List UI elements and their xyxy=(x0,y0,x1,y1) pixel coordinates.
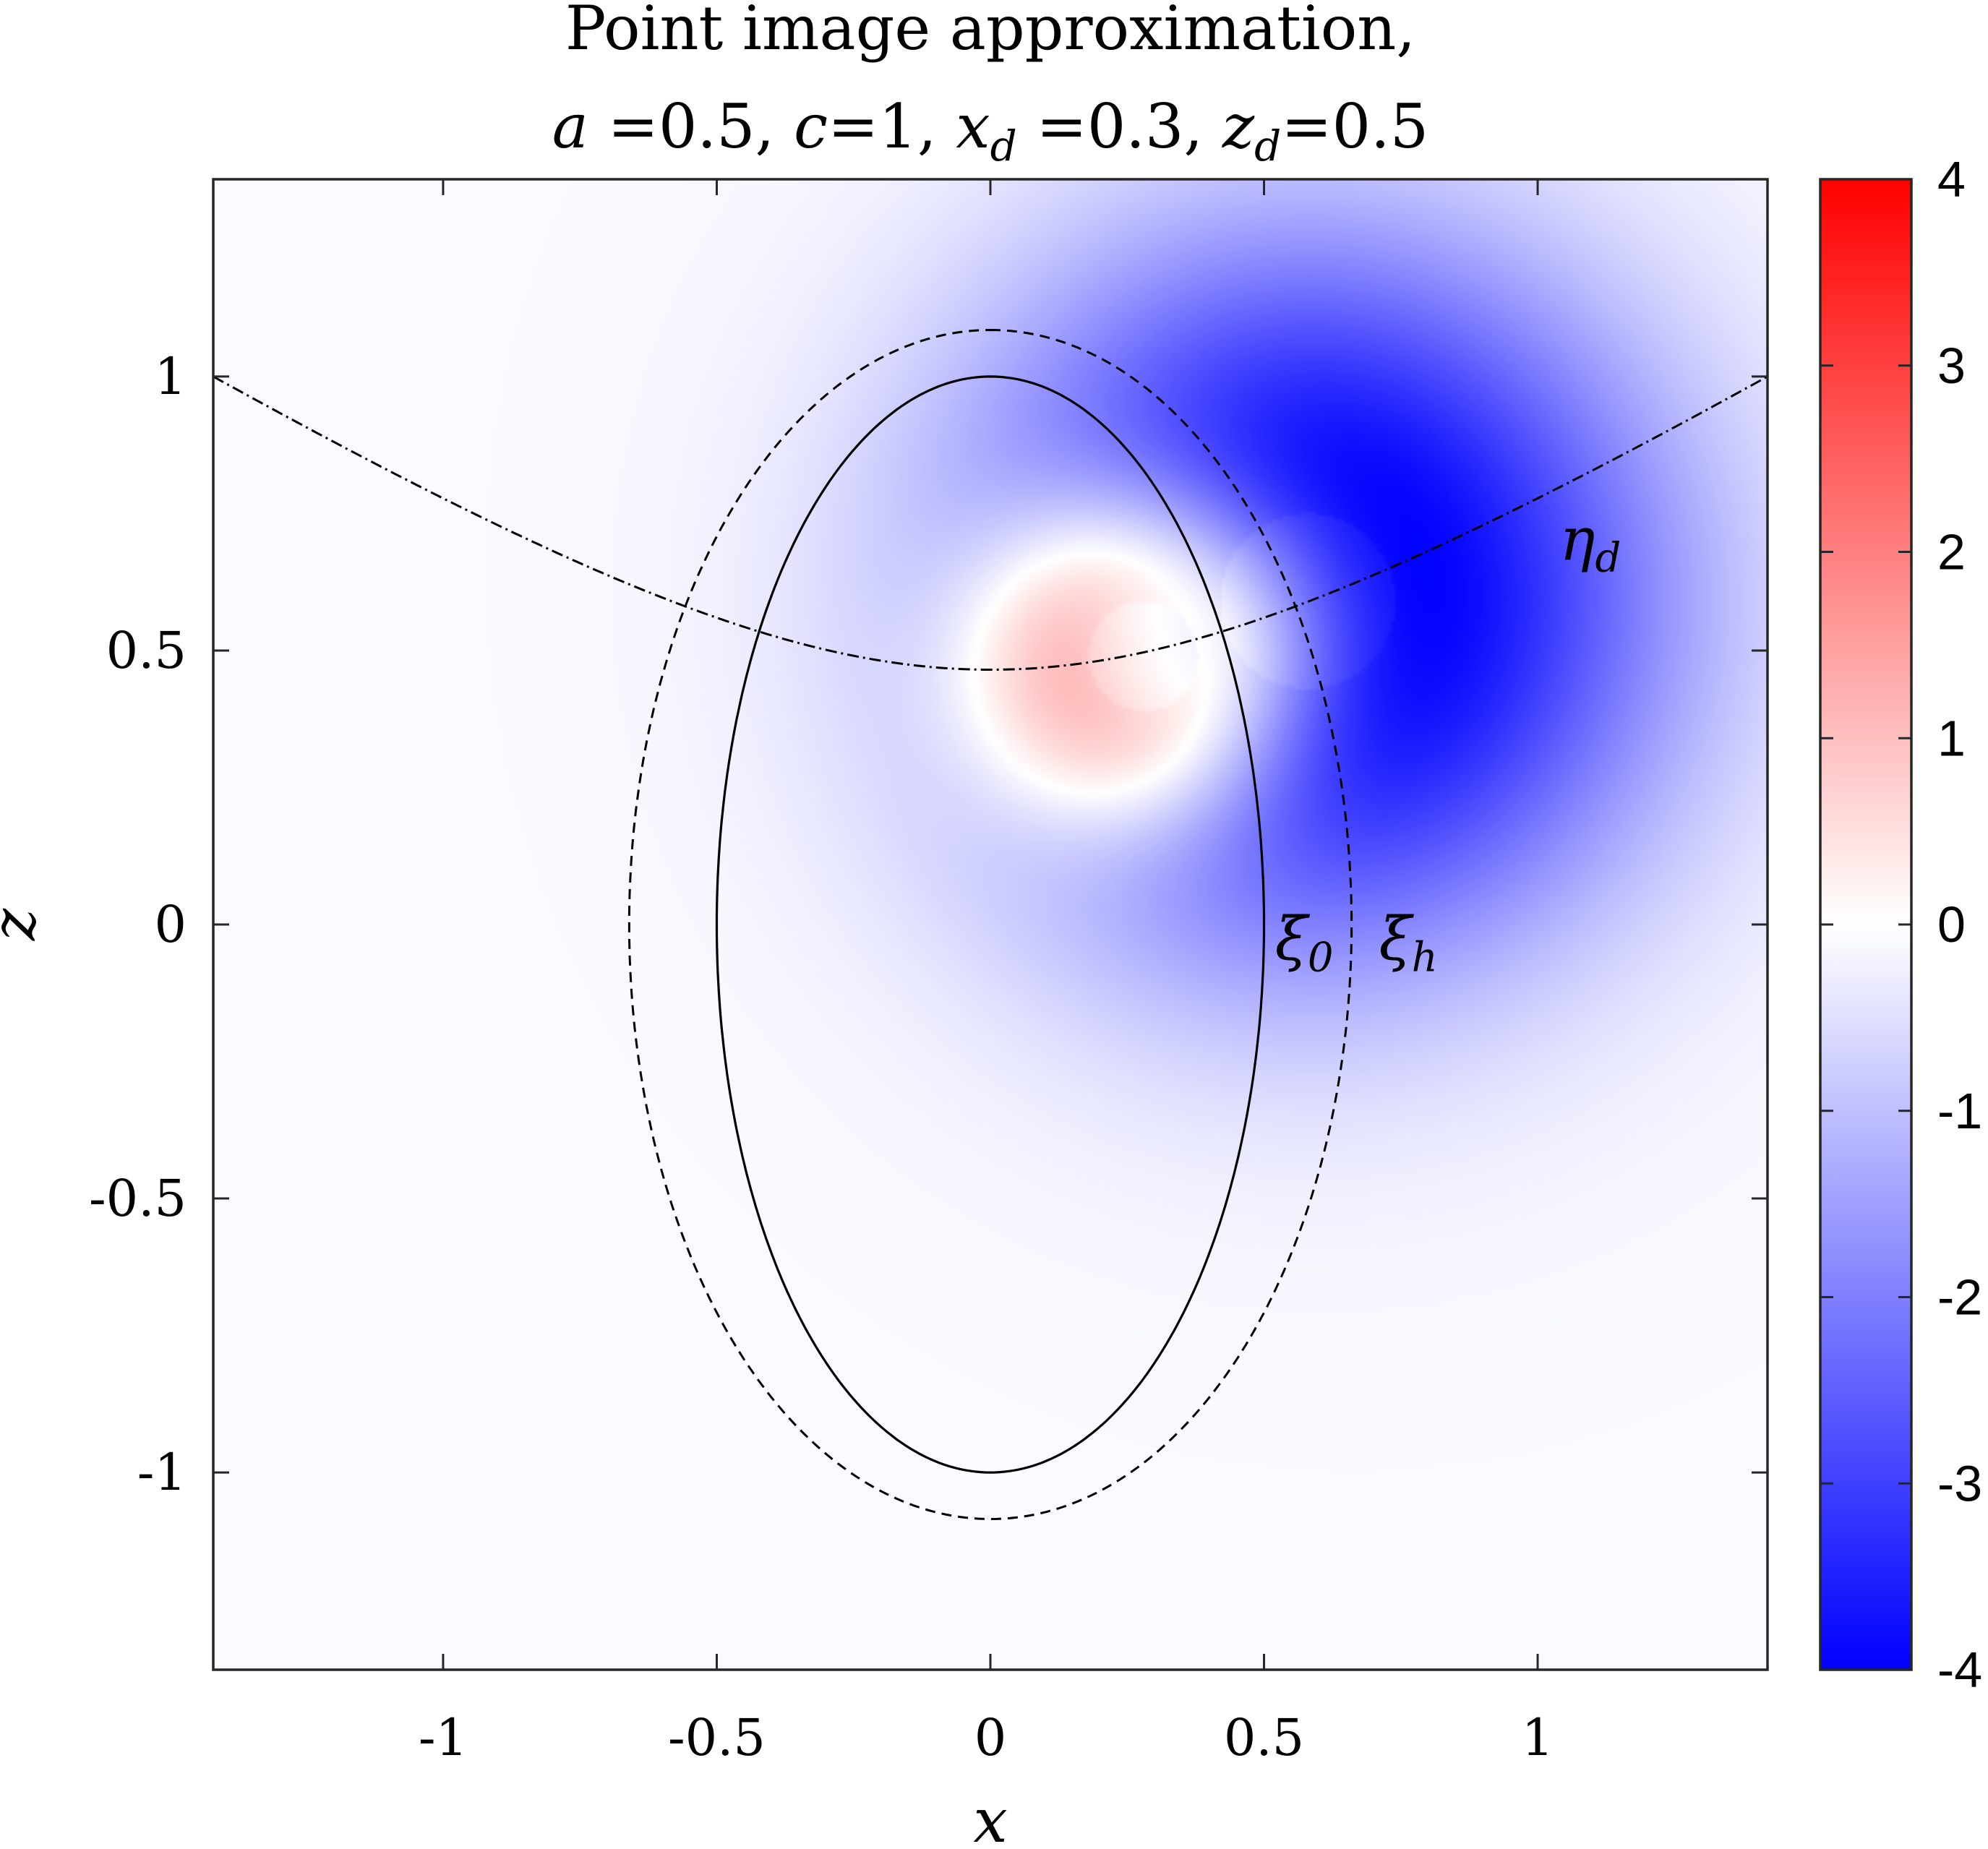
title-part: a xyxy=(552,91,588,162)
title-part: =0.5 xyxy=(1281,91,1428,162)
xi0-label-sub: 0 xyxy=(1308,935,1334,982)
colorbar-tick-label: 0 xyxy=(1937,896,1966,953)
y-tick-label: 0.5 xyxy=(106,621,187,680)
xih-label-base: ξ xyxy=(1379,906,1415,974)
y-tick-label: 0 xyxy=(154,895,187,954)
colorbar-axis: 4 3 2 1 0 -1 -2 -3 -4 xyxy=(1820,151,1982,1698)
x-axis-label: x xyxy=(973,1785,1007,1849)
chart-title-line2: a =0.5, c=1, xd =0.3, zd=0.5 xyxy=(552,91,1428,171)
colorbar-tick-label: -4 xyxy=(1937,1642,1982,1698)
etad-label-base: η xyxy=(1559,505,1595,574)
etad-hyperbola-curve xyxy=(213,375,1768,671)
colorbar xyxy=(1819,178,1913,1671)
x-tick-label: 1 xyxy=(1522,1708,1554,1767)
etad-label-sub: d xyxy=(1595,534,1621,581)
title-part: =0.5, xyxy=(588,91,794,162)
x-tick-label: -0.5 xyxy=(668,1708,766,1767)
y-tick-label: 1 xyxy=(154,347,187,406)
x-axis: -1 -0.5 0 0.5 1 xyxy=(419,179,1554,1767)
colorbar-tick-label: -3 xyxy=(1937,1455,1982,1511)
title-part: d xyxy=(1254,121,1281,171)
title-part: x xyxy=(956,91,990,162)
xi0-label-base: ξ xyxy=(1275,906,1311,974)
x-tick-label: -1 xyxy=(419,1708,468,1767)
colorbar-tick-label: 2 xyxy=(1937,524,1966,580)
y-axis: 1 0.5 0 -0.5 -1 xyxy=(89,347,1768,1502)
y-axis-label: z xyxy=(0,908,49,941)
title-part: c xyxy=(794,91,828,162)
colorbar-tick-label: 1 xyxy=(1937,710,1966,766)
xih-label-sub: h xyxy=(1412,935,1438,982)
xi0-ellipse-curve xyxy=(715,375,1266,1474)
y-tick-label: -0.5 xyxy=(89,1169,187,1228)
y-tick-label: -1 xyxy=(137,1443,187,1502)
title-part: d xyxy=(990,121,1017,171)
title-part: =1, xyxy=(828,91,956,162)
colorbar-tick-label: 4 xyxy=(1937,151,1966,207)
xih-label: ξh xyxy=(1379,906,1438,982)
colorbar-tick-label: -1 xyxy=(1937,1083,1982,1139)
title-part: z xyxy=(1222,91,1255,162)
x-tick-label: 0 xyxy=(974,1708,1007,1767)
etad-label: ηd xyxy=(1559,505,1621,581)
colorbar-tick-label: -2 xyxy=(1937,1269,1982,1326)
colorbar-tick-label: 3 xyxy=(1937,338,1966,394)
heatmap-field xyxy=(213,179,1768,1670)
xi0-label: ξ0 xyxy=(1275,906,1334,982)
title-part: =0.3, xyxy=(1017,91,1222,162)
chart-title-line1: Point image approximation, xyxy=(565,0,1415,64)
x-tick-label: 0.5 xyxy=(1224,1708,1304,1767)
